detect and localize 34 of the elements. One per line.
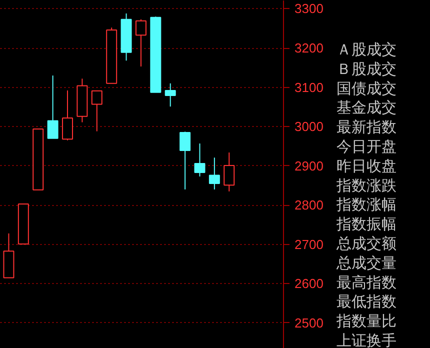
y-tick-label: 3300 bbox=[294, 1, 324, 16]
text: 指数涨幅 bbox=[336, 196, 396, 214]
text: 总成交额 bbox=[336, 234, 396, 252]
text: 最低指数 bbox=[336, 292, 396, 311]
y-tick-label: 2800 bbox=[294, 198, 324, 213]
text: 最高指数 bbox=[336, 273, 396, 292]
candlestick bbox=[194, 142, 206, 177]
text: 昨日收盘 bbox=[336, 156, 396, 175]
text: 指数振幅 bbox=[336, 215, 396, 234]
text: 总成交量 bbox=[336, 254, 396, 272]
candlestick bbox=[224, 152, 235, 192]
text: 指数量比 bbox=[336, 312, 396, 330]
y-tick-label: 2900 bbox=[294, 158, 324, 174]
candlestick bbox=[180, 131, 191, 190]
y-tick-label: 2600 bbox=[294, 276, 324, 292]
candlestick bbox=[208, 157, 220, 190]
candlestick bbox=[135, 18, 146, 67]
y-tick-label: 2700 bbox=[294, 236, 324, 252]
text: Ａ股成交 bbox=[336, 40, 396, 58]
text: 指数涨跌 bbox=[336, 176, 396, 194]
text: 最新指数 bbox=[336, 118, 396, 136]
candlestick bbox=[164, 82, 176, 108]
text: 国债成交 bbox=[336, 79, 396, 98]
candlestick bbox=[91, 90, 102, 132]
text: 今日开盘 bbox=[336, 138, 396, 156]
y-tick-label: 3000 bbox=[294, 119, 324, 134]
candlestick bbox=[47, 75, 58, 139]
text: 上证换手 bbox=[336, 332, 396, 348]
y-tick-label: 2500 bbox=[294, 315, 324, 330]
text: 基金成交 bbox=[336, 98, 396, 117]
y-tick-label: 3200 bbox=[294, 40, 324, 56]
candlestick bbox=[62, 90, 73, 141]
text: Ｂ股成交 bbox=[336, 60, 396, 78]
y-tick-label: 3100 bbox=[294, 80, 324, 95]
